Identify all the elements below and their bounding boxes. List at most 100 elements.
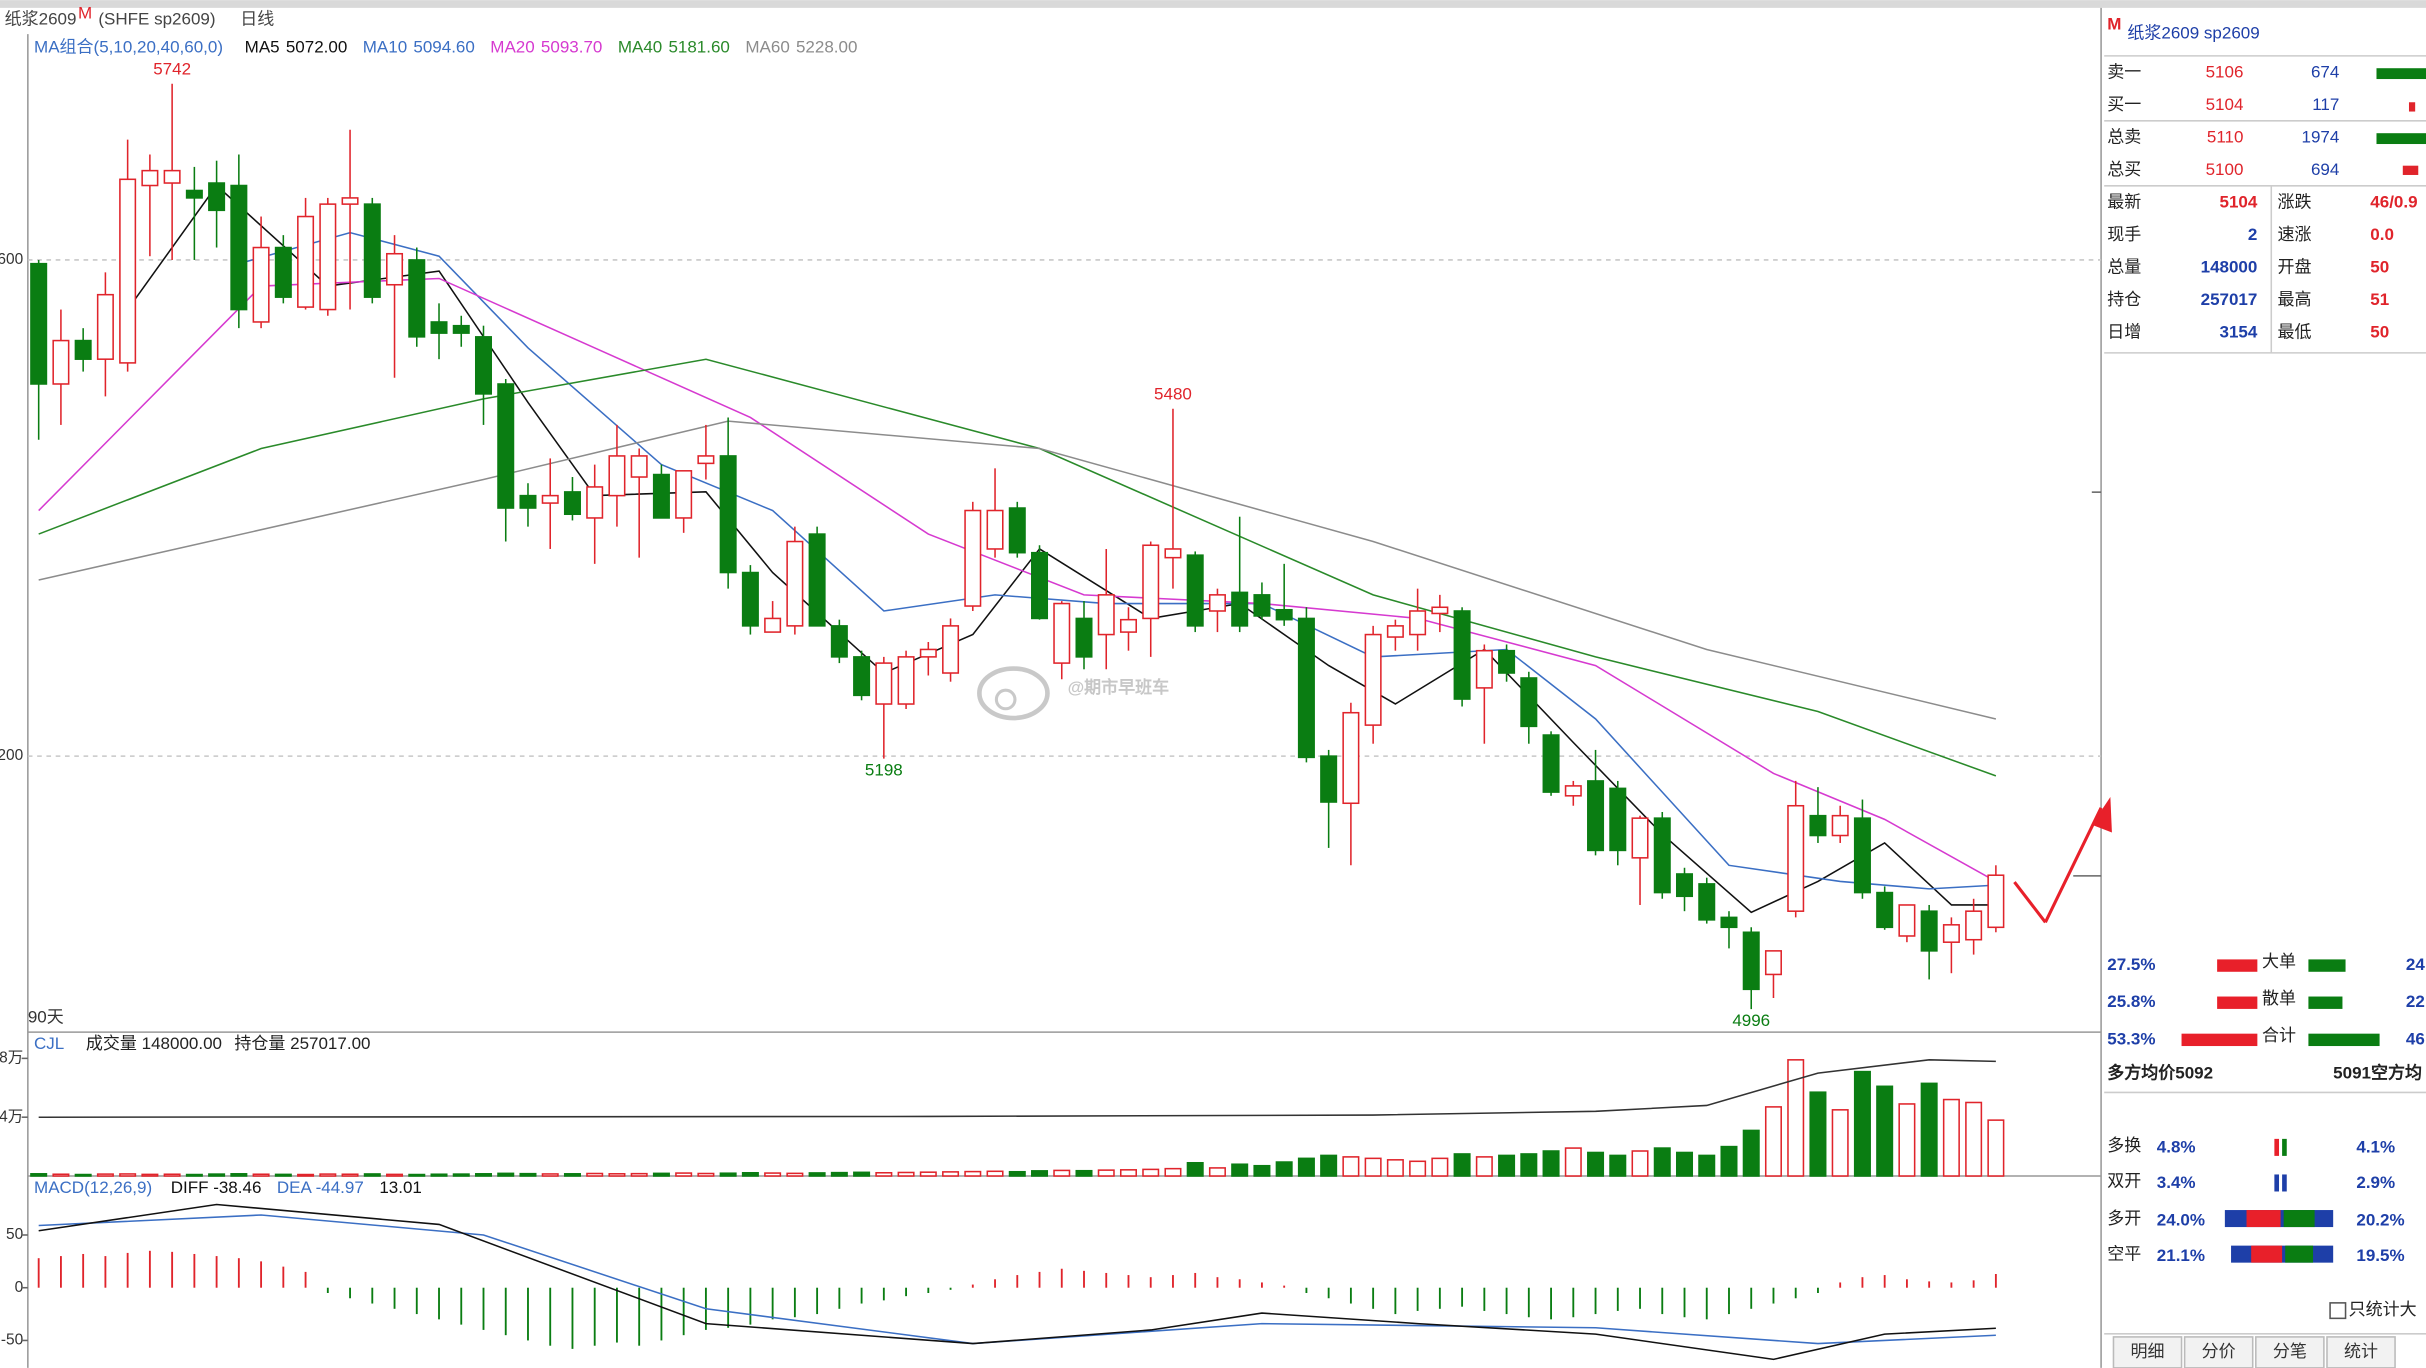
extreme-label: 5198 [865, 760, 903, 779]
flow-label: 大单 [2262, 952, 2296, 971]
stat-value: 3154 [2220, 322, 2258, 341]
candle-body [208, 182, 226, 212]
symbol-title: 纸浆2609 [5, 10, 77, 29]
macd-label: 13.01 [379, 1178, 422, 1197]
volume-bar [430, 1173, 448, 1177]
volume-bar [1320, 1154, 1338, 1177]
volume-bar [1853, 1070, 1871, 1177]
volume-bar [1698, 1154, 1716, 1177]
volume-bar [1942, 1098, 1960, 1177]
candle-body [319, 203, 337, 311]
candle-body [1142, 544, 1160, 620]
volume-bar [563, 1173, 581, 1177]
volume-bar [497, 1172, 515, 1177]
tab-label[interactable]: 明细 [2131, 1342, 2165, 1361]
checkbox-label[interactable]: 只统计大 [2349, 1300, 2417, 1319]
tab[interactable] [2255, 1336, 2325, 1368]
volume-bar [1297, 1157, 1315, 1177]
candle-body [675, 470, 693, 519]
candle-body [74, 339, 92, 360]
volume-bar [163, 1173, 181, 1177]
volume-bar [1542, 1150, 1560, 1177]
tab[interactable] [2326, 1336, 2396, 1368]
flow-value: 24 [2406, 955, 2425, 974]
type-label: 多换 [2107, 1136, 2141, 1155]
candle-body [808, 533, 826, 627]
panel-title: 纸浆2609 sp2609 [2127, 24, 2259, 43]
period-label: 90天 [28, 1008, 64, 1027]
candle-body [1475, 649, 1493, 689]
candle-body [1364, 633, 1382, 726]
volume-bar [1720, 1145, 1738, 1177]
volume-bar [1898, 1103, 1916, 1177]
diff-line [38, 1203, 1996, 1361]
ma-line [38, 277, 1997, 883]
candle-body [185, 189, 203, 199]
volume-bar [1097, 1169, 1115, 1177]
tab-label[interactable]: 分价 [2202, 1342, 2236, 1361]
tab-label[interactable]: 统计 [2344, 1342, 2378, 1361]
candle-body [1342, 711, 1360, 805]
candle-body [1720, 916, 1738, 929]
candle-body [52, 339, 70, 385]
candle-body [1742, 931, 1760, 991]
ma-line [238, 231, 1996, 890]
volume-bar [1253, 1164, 1271, 1177]
volume-bar [1031, 1170, 1049, 1177]
candle-body [1876, 891, 1894, 929]
volume-bar [386, 1173, 404, 1177]
tab[interactable] [2112, 1336, 2183, 1368]
tab[interactable] [2183, 1336, 2254, 1368]
oi-label: 持仓量 257017.00 [234, 1034, 370, 1053]
y-tick-label: 5600 [0, 251, 23, 268]
book-label: 卖一 [2107, 62, 2141, 81]
volume-bar [1208, 1167, 1226, 1177]
ma-line [38, 358, 1997, 777]
volume-bar [319, 1173, 337, 1177]
volume-bar [1920, 1082, 1938, 1177]
volume-bar [1386, 1159, 1404, 1177]
stat-label: 总量 [2107, 257, 2141, 276]
ma-name: MA60 [745, 38, 789, 57]
candle-body [1653, 817, 1671, 894]
candle-body [297, 215, 315, 308]
candle-body [386, 252, 404, 286]
candle-body [96, 293, 114, 360]
type-long: 3.4% [2157, 1173, 2196, 1192]
volume-bar [1564, 1147, 1582, 1177]
volume-bar [986, 1170, 1004, 1177]
flow-label: 散单 [2262, 989, 2296, 1008]
candle-body [630, 455, 648, 478]
tab-label[interactable]: 分笔 [2273, 1342, 2307, 1361]
volume-bar [942, 1171, 960, 1177]
book-price: 5100 [2206, 160, 2244, 179]
volume-bar [519, 1172, 537, 1177]
volume-bar [1008, 1170, 1026, 1177]
flow-label: 合计 [2262, 1026, 2296, 1045]
volume-bar [408, 1173, 426, 1177]
volume-bar [341, 1173, 359, 1177]
candle-body [1031, 551, 1049, 620]
ma-name: MA40 [618, 38, 662, 57]
candle-body [1008, 507, 1026, 554]
type-long: 21.1% [2157, 1246, 2205, 1265]
ma-name: MA10 [363, 38, 407, 57]
y-tick-label: 0 [15, 1279, 24, 1296]
volume-label: 成交量 148000.00 [86, 1034, 222, 1053]
candle-body [430, 321, 448, 334]
volume-bar [764, 1172, 782, 1177]
ma-name: MA20 [490, 38, 534, 57]
volume-bar [741, 1171, 759, 1177]
volume-bar [897, 1171, 915, 1177]
ma-value: 5094.60 [413, 38, 474, 57]
volume-bar [1587, 1151, 1605, 1177]
stat-value: 50 [2370, 257, 2389, 276]
y-tick-label: 5200 [0, 747, 23, 764]
candle-body [1965, 910, 1983, 941]
volume-bar [1475, 1156, 1493, 1177]
candle-body [408, 259, 426, 338]
volume-bar [363, 1173, 381, 1177]
avg-long: 多方均价5092 [2107, 1062, 2213, 1082]
volume-bar [52, 1173, 70, 1177]
type-long: 4.8% [2157, 1138, 2196, 1157]
